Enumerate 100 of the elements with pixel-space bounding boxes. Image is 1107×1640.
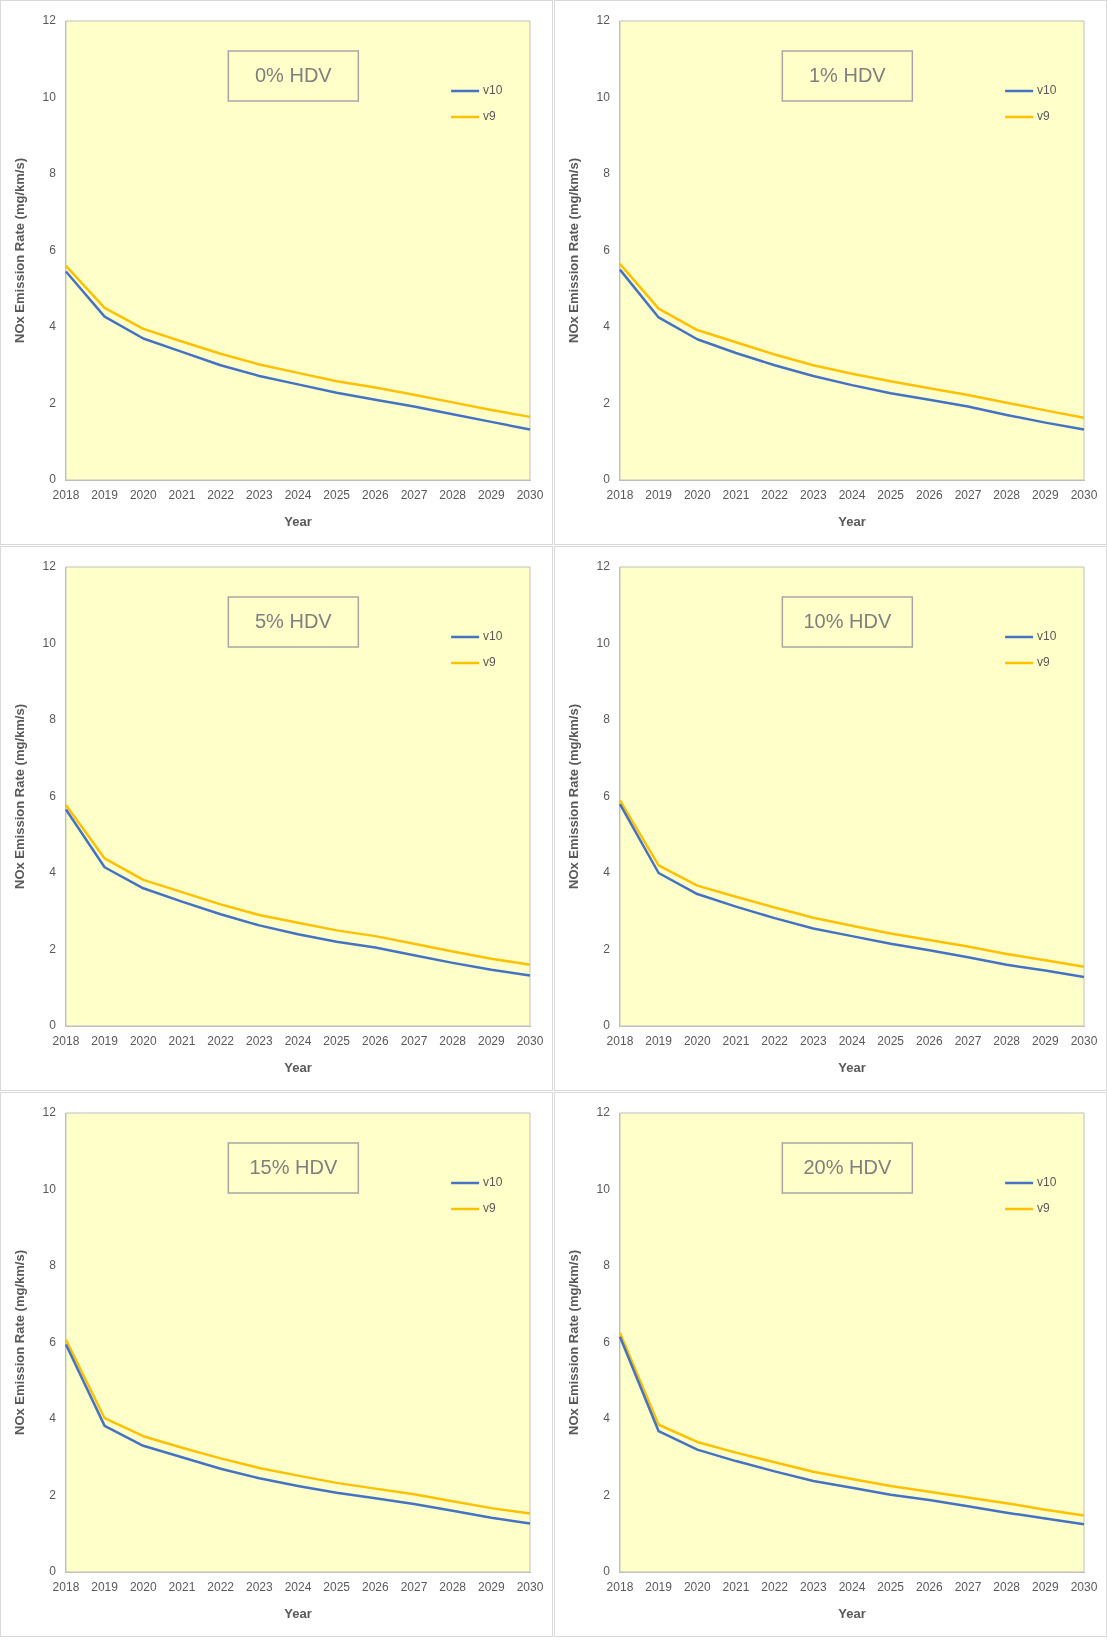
x-tick-label: 2023	[245, 1033, 273, 1048]
x-tick-label: 2028	[439, 1579, 467, 1594]
x-tick-label: 2022	[761, 487, 789, 502]
x-tick-label: 2020	[683, 1579, 711, 1594]
y-tick-label: 8	[603, 712, 611, 727]
y-tick-label: 4	[49, 1411, 57, 1426]
x-axis-title: Year	[838, 513, 866, 529]
x-tick-label: 2022	[207, 1579, 235, 1594]
x-tick-label: 2023	[799, 1033, 827, 1048]
text: 1% HDV	[808, 63, 887, 86]
x-tick-label: 2027	[954, 487, 982, 502]
x-tick-label: 2022	[761, 1033, 789, 1048]
x-tick-label: 2021	[168, 1033, 196, 1048]
x-tick-label: 2018	[52, 1033, 80, 1048]
legend-label: v10	[1037, 1175, 1057, 1190]
x-tick-label: 2018	[606, 1033, 634, 1048]
text: 15% HDV	[249, 1155, 338, 1178]
y-tick-label: 4	[603, 1411, 611, 1426]
x-tick-label: 2030	[516, 1033, 544, 1048]
legend-label: v9	[483, 655, 497, 670]
x-tick-label: 2019	[91, 1579, 119, 1594]
y-tick-label: 0	[603, 1018, 611, 1033]
y-axis-title: NOx Emission Rate (mg/km/s)	[566, 1250, 582, 1435]
text: 10% HDV	[803, 609, 892, 632]
x-tick-label: 2026	[915, 487, 943, 502]
y-tick-label: 12	[42, 13, 57, 28]
y-tick-label: 4	[49, 865, 57, 880]
x-axis-title: Year	[838, 1059, 866, 1075]
y-tick-label: 0	[603, 1564, 611, 1579]
y-tick-label: 2	[603, 941, 611, 956]
x-tick-label: 2023	[245, 487, 273, 502]
y-tick-label: 8	[49, 1258, 57, 1273]
x-tick-label: 2029	[1031, 1579, 1059, 1594]
x-tick-label: 2030	[516, 1579, 544, 1594]
x-tick-label: 2024	[284, 1033, 312, 1048]
x-tick-label: 2027	[400, 487, 428, 502]
y-tick-label: 12	[42, 559, 57, 574]
x-tick-label: 2029	[1031, 1033, 1059, 1048]
x-tick-label: 2019	[91, 487, 119, 502]
x-tick-label: 2019	[645, 1579, 673, 1594]
y-tick-label: 6	[603, 1334, 611, 1349]
x-tick-label: 2027	[954, 1579, 982, 1594]
x-tick-label: 2020	[129, 1033, 157, 1048]
y-tick-label: 2	[49, 1487, 57, 1502]
y-tick-label: 0	[603, 472, 611, 487]
y-tick-label: 4	[603, 865, 611, 880]
y-tick-label: 10	[42, 635, 57, 650]
x-tick-label: 2025	[323, 487, 351, 502]
legend-label: v10	[483, 629, 503, 644]
y-tick-label: 2	[603, 1487, 611, 1502]
x-tick-label: 2020	[683, 1033, 711, 1048]
x-tick-label: 2030	[516, 487, 544, 502]
y-tick-label: 0	[49, 1564, 57, 1579]
x-tick-label: 2022	[207, 1033, 235, 1048]
x-tick-label: 2026	[361, 487, 389, 502]
x-tick-label: 2024	[284, 1579, 312, 1594]
y-tick-label: 6	[49, 788, 57, 803]
y-axis-title: NOx Emission Rate (mg/km/s)	[12, 704, 28, 889]
x-tick-label: 2028	[993, 487, 1021, 502]
x-tick-label: 2026	[361, 1579, 389, 1594]
y-tick-label: 6	[603, 242, 611, 257]
x-tick-label: 2021	[168, 487, 196, 502]
legend-label: v9	[483, 109, 497, 124]
x-tick-label: 2023	[245, 1579, 273, 1594]
x-axis-title: Year	[284, 1059, 312, 1075]
y-tick-label: 2	[49, 941, 57, 956]
y-tick-label: 8	[49, 166, 57, 181]
x-tick-label: 2023	[799, 487, 827, 502]
text: 5% HDV	[254, 609, 333, 632]
legend-label: v9	[1037, 109, 1051, 124]
y-tick-label: 12	[596, 1105, 611, 1120]
legend-label: v10	[483, 83, 503, 98]
x-tick-label: 2030	[1070, 1579, 1098, 1594]
x-tick-label: 2025	[877, 1579, 905, 1594]
x-tick-label: 2020	[129, 1579, 157, 1594]
y-tick-label: 0	[49, 472, 57, 487]
y-tick-label: 8	[49, 712, 57, 727]
y-tick-label: 12	[596, 559, 611, 574]
x-tick-label: 2022	[207, 487, 235, 502]
y-tick-label: 10	[596, 635, 611, 650]
x-axis-title: Year	[838, 1605, 866, 1621]
legend-label: v10	[1037, 83, 1057, 98]
x-tick-label: 2021	[168, 1579, 196, 1594]
x-tick-label: 2027	[954, 1033, 982, 1048]
y-tick-label: 0	[49, 1018, 57, 1033]
x-tick-label: 2027	[400, 1579, 428, 1594]
x-tick-label: 2026	[915, 1579, 943, 1594]
x-tick-label: 2021	[722, 1033, 750, 1048]
y-tick-label: 10	[596, 89, 611, 104]
x-axis-title: Year	[284, 1605, 312, 1621]
x-tick-label: 2022	[761, 1579, 789, 1594]
legend-label: v10	[483, 1175, 503, 1190]
x-tick-label: 2029	[477, 1579, 505, 1594]
y-axis-title: NOx Emission Rate (mg/km/s)	[12, 158, 28, 343]
x-tick-label: 2028	[993, 1579, 1021, 1594]
legend-label: v9	[1037, 655, 1051, 670]
x-tick-label: 2018	[52, 1579, 80, 1594]
x-tick-label: 2024	[284, 487, 312, 502]
x-tick-label: 2019	[91, 1033, 119, 1048]
x-tick-label: 2028	[993, 1033, 1021, 1048]
